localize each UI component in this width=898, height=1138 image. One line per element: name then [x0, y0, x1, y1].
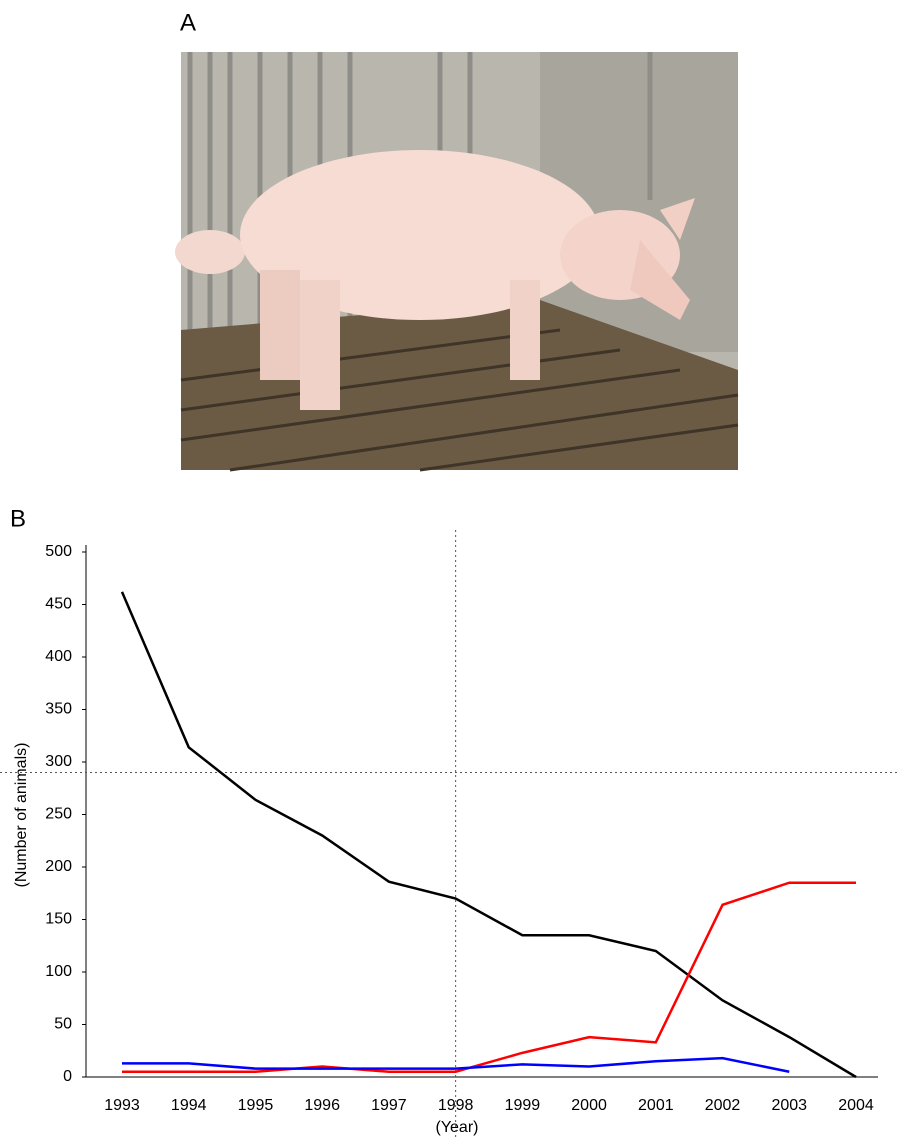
- y-tick-label: 0: [63, 1068, 72, 1085]
- x-tick-label: 1993: [104, 1097, 140, 1114]
- y-tick-label: 300: [45, 753, 72, 770]
- data-line: [122, 881, 856, 1073]
- x-tick-label: 1999: [505, 1097, 541, 1114]
- y-tick-label: 50: [54, 1016, 72, 1033]
- y-tick-label: 400: [45, 648, 72, 665]
- data-line: [122, 1056, 790, 1073]
- x-tick-label: 1997: [371, 1097, 407, 1114]
- x-tick-label: 2004: [838, 1097, 874, 1114]
- y-tick-label: 250: [45, 806, 72, 823]
- y-tick-label: 350: [45, 701, 72, 718]
- x-axis-label: (Year): [436, 1119, 479, 1136]
- y-tick-label: 100: [45, 963, 72, 980]
- data-line: [120, 591, 857, 1079]
- y-tick-label: 450: [45, 596, 72, 613]
- y-tick-label: 500: [45, 543, 72, 560]
- y-axis-label: (Number of animals): [13, 743, 30, 888]
- y-tick-label: 150: [45, 911, 72, 928]
- x-tick-label: 1994: [171, 1097, 207, 1114]
- x-tick-label: 2000: [571, 1097, 607, 1114]
- x-tick-label: 1996: [304, 1097, 340, 1114]
- panel-label: A: [180, 9, 196, 36]
- photo: [175, 52, 739, 472]
- y-tick-label: 200: [45, 858, 72, 875]
- x-tick-label: 2002: [705, 1097, 741, 1114]
- x-tick-label: 1995: [238, 1097, 274, 1114]
- x-tick-label: 2001: [638, 1097, 674, 1114]
- x-tick-label: 2003: [771, 1097, 807, 1114]
- panel-label: B: [10, 505, 26, 532]
